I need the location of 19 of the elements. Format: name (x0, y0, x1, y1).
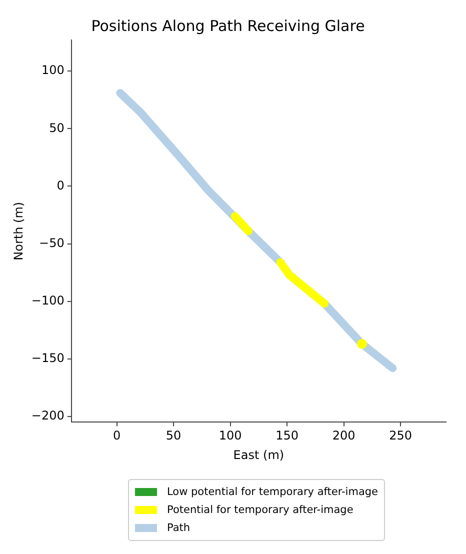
legend-label: Potential for temporary after-image (167, 504, 354, 516)
y-tick-label: −100 (31, 293, 64, 308)
y-tick-label: 50 (49, 120, 64, 135)
y-tick-label: 100 (41, 63, 64, 78)
chart-title: Positions Along Path Receiving Glare (91, 16, 365, 35)
x-tick-label: 200 (332, 428, 356, 443)
x-tick-label: 50 (166, 428, 182, 443)
legend-label: Low potential for temporary after-image (167, 486, 378, 498)
x-tick-label: 150 (276, 428, 299, 443)
x-tick-label: 250 (389, 428, 412, 443)
y-tick-label: −200 (31, 408, 64, 423)
y-tick-label: 0 (56, 178, 64, 192)
x-tick-label: 0 (112, 428, 121, 443)
y-tick-label: −150 (31, 351, 64, 366)
x-tick-label: 100 (218, 428, 242, 443)
legend-label: Path (167, 522, 190, 534)
y-tick-label: −50 (39, 236, 64, 250)
y-axis-title: North (m) (11, 202, 26, 260)
x-axis-title: East (m) (233, 448, 284, 462)
